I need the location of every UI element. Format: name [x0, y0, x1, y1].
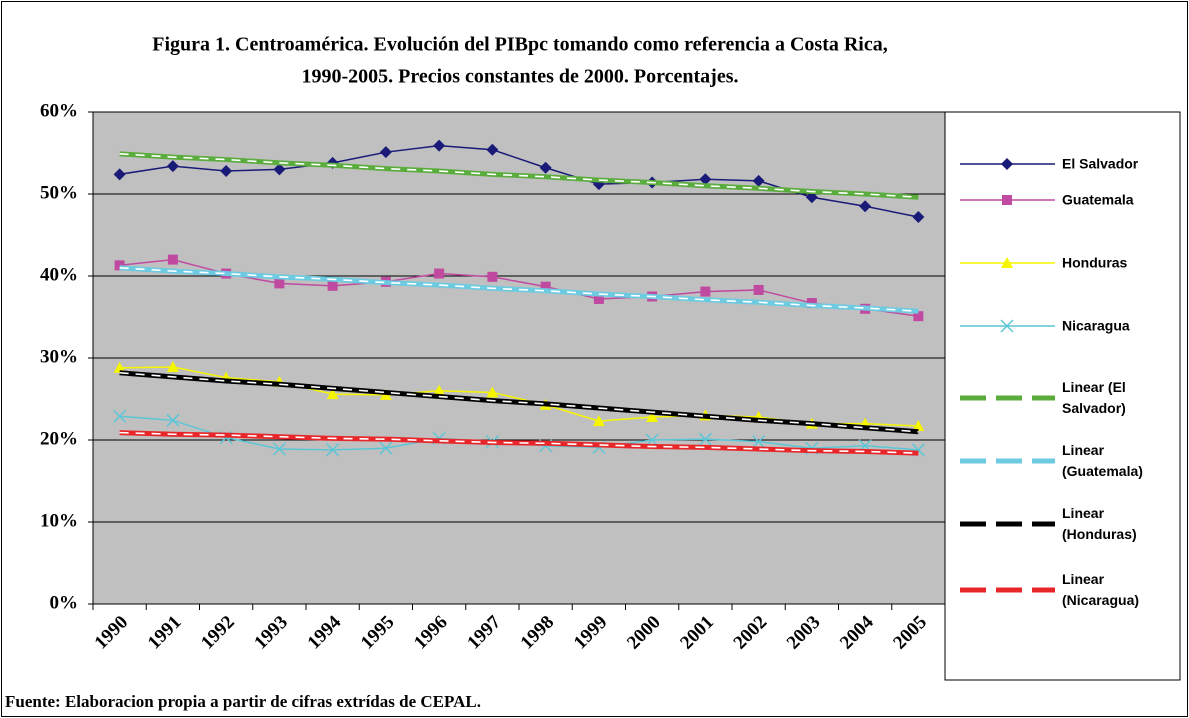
- marker: [752, 435, 766, 449]
- marker: [752, 174, 765, 187]
- marker: [593, 293, 604, 304]
- marker: [540, 281, 551, 292]
- marker: [912, 420, 925, 432]
- series-line: [119, 258, 919, 317]
- trend-dash: [119, 153, 919, 199]
- marker: [1001, 257, 1013, 268]
- y-tick-label: 20%: [40, 428, 78, 449]
- marker: [698, 432, 712, 446]
- marker: [592, 415, 605, 427]
- marker: [274, 278, 285, 289]
- trend-dash: [119, 431, 919, 454]
- trend-dash: [119, 267, 919, 313]
- marker: [272, 442, 286, 456]
- y-tick-label: 30%: [40, 346, 78, 367]
- marker: [699, 173, 712, 186]
- marker: [753, 284, 764, 295]
- legend-label: El Salvador: [1062, 155, 1139, 172]
- marker: [486, 143, 499, 156]
- marker: [113, 168, 126, 181]
- marker: [166, 413, 180, 427]
- marker: [539, 161, 552, 174]
- marker: [166, 160, 179, 173]
- marker: [486, 386, 499, 398]
- marker: [433, 384, 446, 396]
- source-note: Fuente: Elaboracion propia a partir de c…: [5, 692, 481, 711]
- trend-dash: [119, 371, 919, 433]
- marker: [326, 443, 340, 457]
- legend-label: Linear (El Salvador): [1062, 379, 1126, 416]
- marker: [805, 191, 818, 204]
- legend-label: Linear (Honduras): [1062, 505, 1137, 542]
- marker: [646, 411, 659, 423]
- chart-title: Figura 1. Centroamérica. Evolución del P…: [152, 34, 887, 56]
- legend-label: Nicaragua: [1062, 317, 1130, 334]
- marker: [113, 361, 126, 373]
- marker: [326, 388, 339, 400]
- marker: [1001, 158, 1013, 170]
- y-tick-label: 40%: [40, 264, 78, 285]
- marker: [913, 311, 924, 322]
- marker: [273, 163, 286, 176]
- marker: [114, 260, 125, 271]
- marker: [434, 268, 445, 279]
- marker: [859, 200, 872, 213]
- marker: [1000, 319, 1014, 333]
- legend-label: Linear (Nicaragua): [1062, 571, 1140, 608]
- marker: [166, 361, 179, 373]
- y-tick-label: 10%: [40, 510, 78, 531]
- marker: [487, 271, 498, 282]
- legend-label: Honduras: [1062, 254, 1128, 271]
- marker: [220, 165, 233, 178]
- marker: [1002, 195, 1012, 205]
- marker: [167, 254, 178, 265]
- y-tick-label: 0%: [50, 592, 79, 613]
- chart-title: 1990-2005. Precios constantes de 2000. P…: [302, 66, 739, 88]
- marker: [379, 146, 392, 159]
- legend-label: Linear (Guatemala): [1062, 442, 1143, 479]
- y-tick-label: 50%: [40, 182, 78, 203]
- marker: [912, 210, 925, 223]
- marker: [700, 286, 711, 297]
- y-tick-label: 60%: [40, 100, 78, 121]
- marker: [379, 441, 393, 455]
- marker: [433, 139, 446, 152]
- marker: [327, 280, 338, 291]
- legend-label: Guatemala: [1062, 191, 1134, 208]
- marker: [113, 409, 127, 423]
